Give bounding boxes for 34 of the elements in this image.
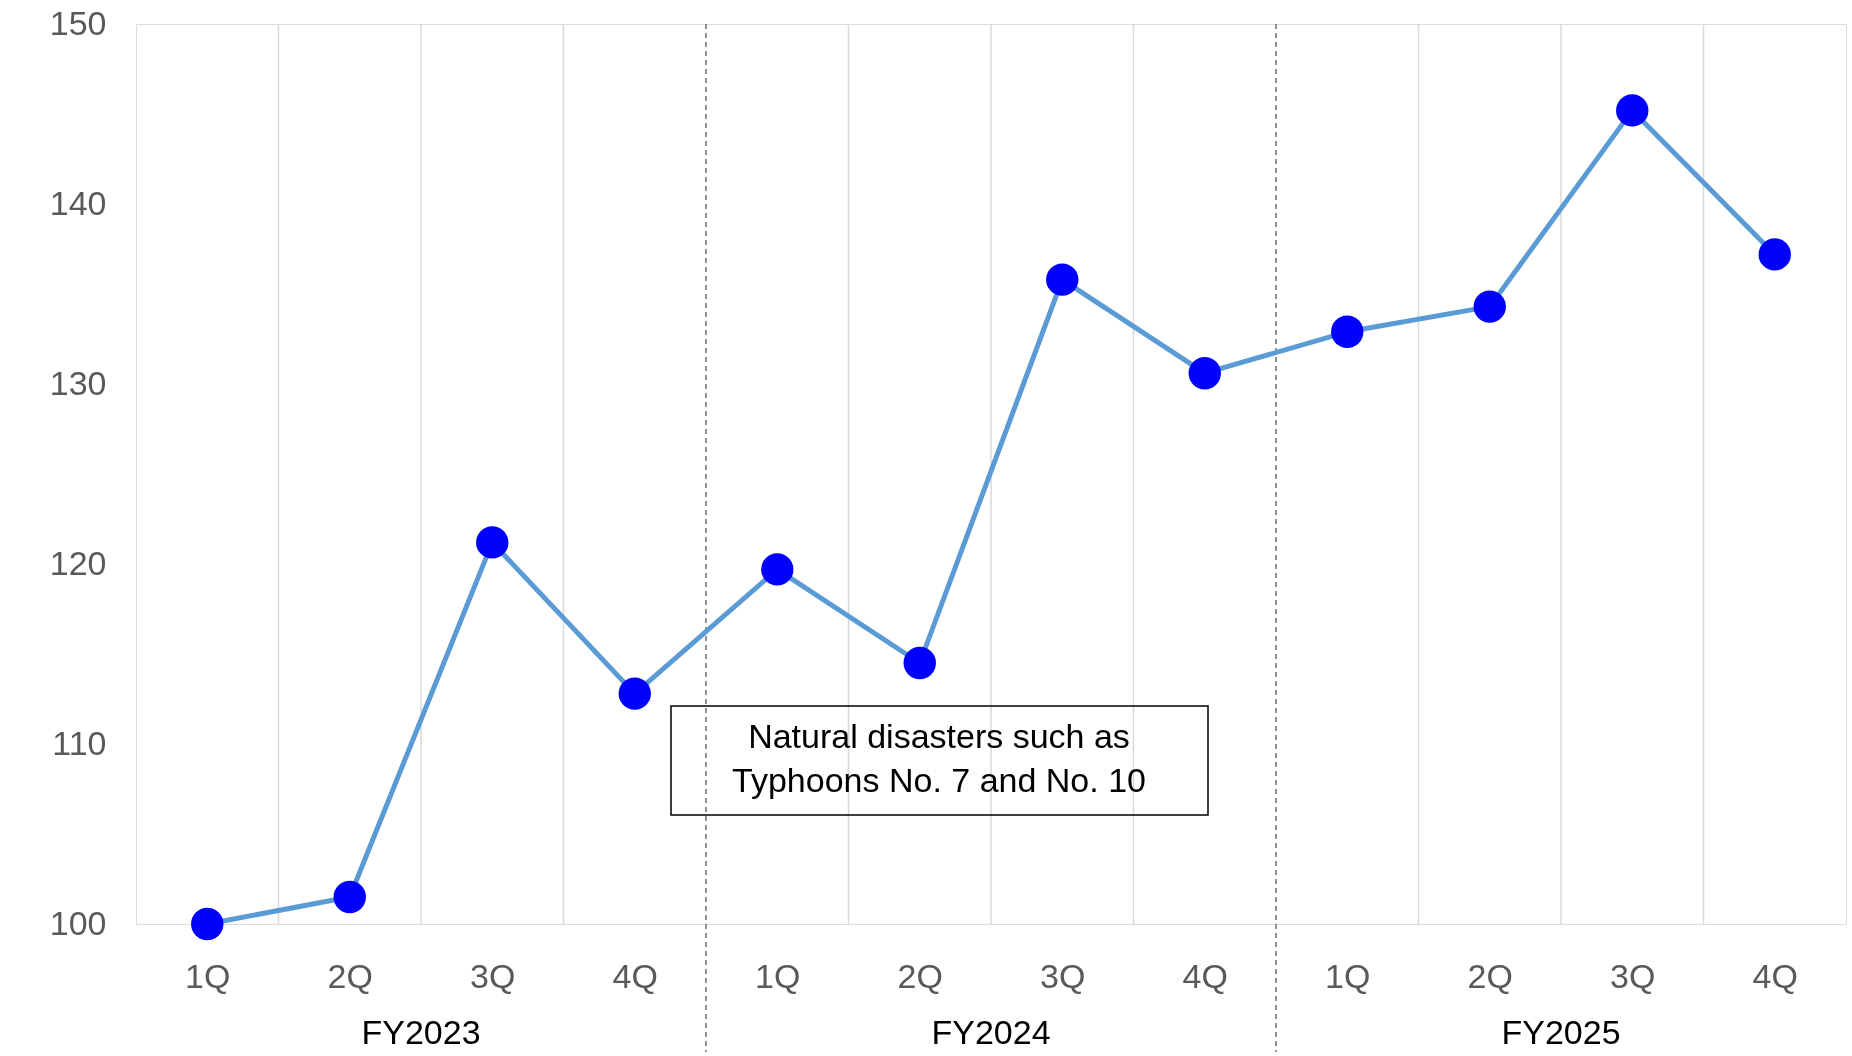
y-tick-label: 110 (52, 723, 107, 762)
point (618, 677, 651, 710)
text: FY2025 (1501, 1013, 1621, 1051)
point (1046, 263, 1079, 296)
point (1188, 357, 1221, 390)
point (333, 880, 366, 914)
point (761, 553, 794, 586)
x-tick-label: 4Q (612, 956, 658, 995)
x-tick-label: 2Q (897, 956, 943, 995)
x-tick-label: 1Q (1325, 956, 1371, 995)
point (903, 646, 936, 680)
y-tick-label: 150 (49, 3, 107, 42)
x-tick-label: 1Q (185, 956, 231, 995)
point (191, 907, 224, 941)
x-tick-label: 3Q (470, 956, 516, 995)
x-tick-label: 3Q (1040, 956, 1086, 995)
text: FY2024 (931, 1013, 1051, 1051)
point (1616, 94, 1649, 127)
annotation: Natural disasters such as Typhoons No. 7 and No. 10 (732, 717, 1146, 799)
y-tick-label: 130 (49, 363, 107, 402)
x-tick-label: 4Q (1752, 956, 1798, 995)
y-tick-label: 100 (49, 903, 107, 942)
point (1758, 238, 1791, 271)
x-tick-label: 1Q (755, 956, 801, 995)
x-tick-label: 4Q (1182, 956, 1228, 995)
y-tick-label: 140 (49, 183, 107, 222)
x-tick-label: 3Q (1610, 956, 1656, 995)
y-tick-label: 120 (49, 543, 107, 582)
point (1331, 315, 1364, 348)
x-tick-label: 2Q (1467, 956, 1513, 995)
point (476, 526, 509, 559)
point (1473, 290, 1506, 323)
x-tick-label: 2Q (327, 956, 373, 995)
text: FY2023 (361, 1013, 481, 1051)
